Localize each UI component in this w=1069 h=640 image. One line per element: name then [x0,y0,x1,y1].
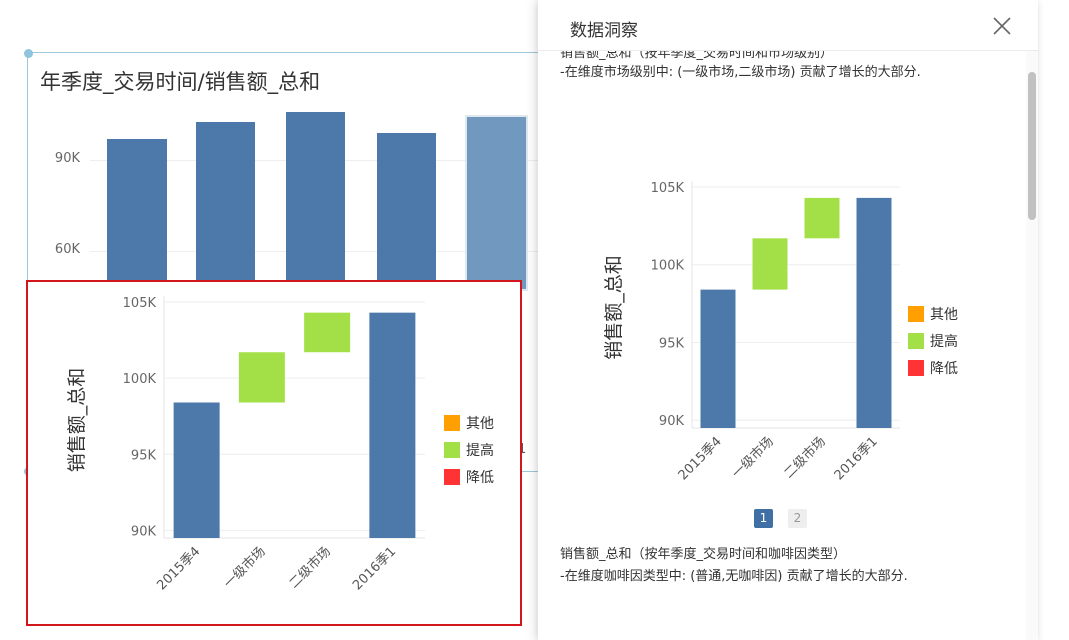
background-bar[interactable] [107,139,167,289]
bar-increase [804,197,840,239]
x-tick-label: 二级市场 [781,434,829,482]
bar-total [856,197,892,428]
background-bar[interactable] [377,133,436,289]
y-tick-label: 105K [651,181,685,196]
insight-2-detail: -在维度咖啡因类型中: (普通,无咖啡因) 贡献了增长的大部分. [560,569,908,584]
data-insight-panel: 数据洞察 销售额_总和（按年季度_交易时间和市场级别） -在维度市场级别中: (… [538,0,1038,640]
bar-increase [238,352,285,403]
background-chart-title: 年季度_交易时间/销售额_总和 [40,70,321,94]
y-tick-label: 100K [123,372,157,387]
page-1-button[interactable]: 1 [754,509,773,528]
y-tick-label: 95K [131,448,157,463]
scrollbar-thumb[interactable] [1028,72,1036,220]
y-tick-label: 100K [651,259,685,274]
page-2-button[interactable]: 2 [788,509,807,528]
close-button[interactable] [990,14,1014,38]
insight-1-title: 销售额_总和（按年季度_交易时间和市场级别） [560,51,834,61]
legend-label: 其他 [466,416,494,432]
y-axis-title: 销售额_总和 [66,368,88,473]
bar-increase [752,238,788,290]
background-bar[interactable] [286,112,345,289]
insight-1-detail: -在维度市场级别中: (一级市场,二级市场) 贡献了增长的大部分. [560,65,921,80]
x-tick-label: 二级市场 [286,544,334,592]
background-bar-selected[interactable] [465,115,528,291]
legend-label: 降低 [930,361,958,377]
panel-body: 销售额_总和（按年季度_交易时间和市场级别） -在维度市场级别中: (一级市场,… [538,51,1038,640]
y-tick-label: 95K [659,336,685,351]
legend-swatch [444,415,460,431]
legend-swatch [908,360,924,376]
resize-handle-top-left[interactable] [24,49,33,58]
legend-label: 提高 [930,333,958,350]
waterfall-popup: 90K 95K 100K 105K 2015季4 一级市场 二级市场 2016季1 销售额_总和… [26,280,522,626]
close-icon [993,17,1011,35]
x-tick-label: 一级市场 [729,434,777,482]
popup-waterfall-chart: 90K 95K 100K 105K 2015季4 一级市场 二级市场 2016季1 销售额_总和… [66,296,494,593]
bar-total [700,289,736,428]
insight-2-title: 销售额_总和（按年季度_交易时间和咖啡因类型） [560,547,847,562]
panel-title: 数据洞察 [570,21,638,41]
panel-waterfall-chart: 90K 95K 100K 105K 2015季4 一级市场 二级市场 2016季1 销售额_总和… [603,181,958,483]
x-tick-label: 2015季4 [154,544,203,593]
x-tick-label: 2016季1 [832,434,881,483]
background-bar[interactable] [196,122,255,289]
y-tick-label: 90K [131,524,157,539]
bar-total [369,312,416,538]
y-tick-label: 60K [54,242,80,257]
selection-frame [27,52,568,473]
legend-swatch [444,469,460,485]
panel-header: 数据洞察 [538,0,1038,51]
y-tick-label: 90K [659,414,685,429]
legend-label: 降低 [466,470,494,486]
background-chart-widget[interactable]: 年季度_交易时间/销售额_总和 90K 60K 季1 [0,0,568,640]
bar-total [173,402,220,538]
legend-label: 提高 [466,442,494,459]
legend-swatch [444,442,460,458]
x-tick-label: 一级市场 [221,544,269,592]
x-tick-label: 2015季4 [676,434,725,483]
x-tick-label: 2016季1 [350,544,399,593]
y-tick-label: 105K [123,296,157,311]
y-axis-title: 销售额_总和 [603,255,625,360]
bar-increase [304,312,351,353]
y-tick-label: 90K [54,151,80,166]
legend-swatch [908,306,924,322]
legend-label: 其他 [930,307,958,323]
legend-swatch [908,333,924,349]
